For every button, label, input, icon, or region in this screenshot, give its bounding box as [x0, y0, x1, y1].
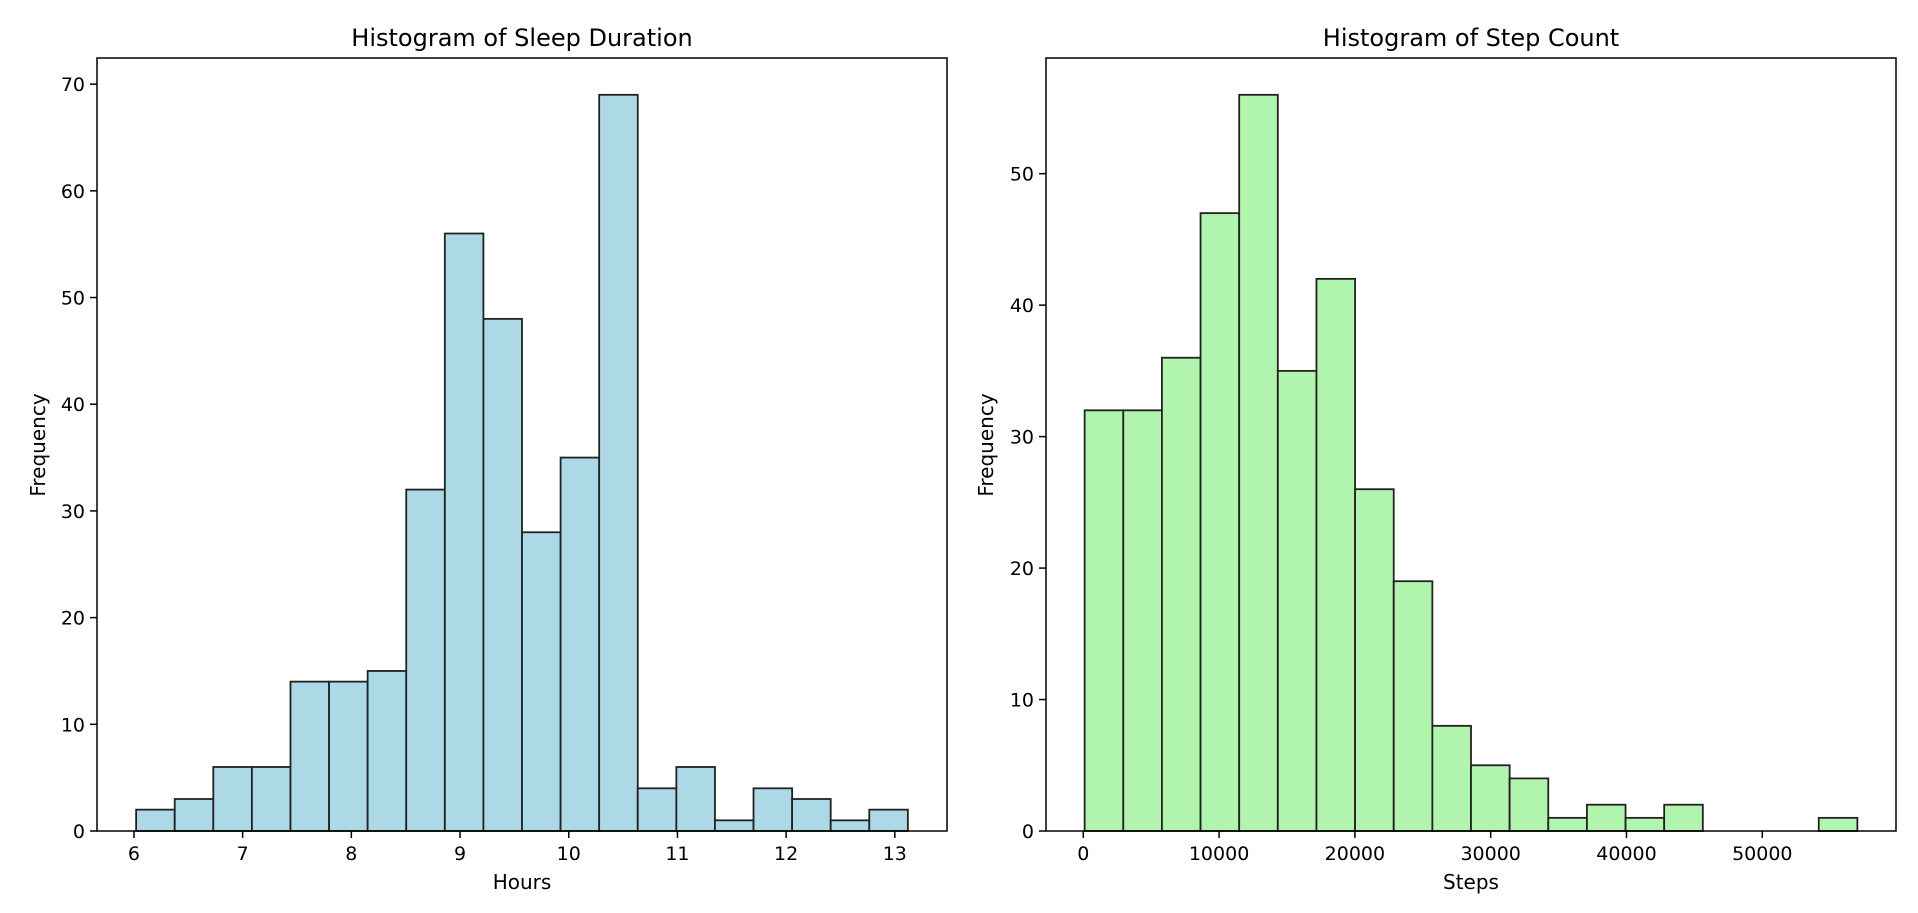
sleep-x-tick-label: 11 — [665, 843, 689, 865]
steps-chart: Histogram of Step Count 0 10000 20000 30000… — [974, 24, 1897, 894]
sleep-chart-title: Histogram of Sleep Duration — [351, 24, 692, 52]
steps-plot-frame — [1045, 57, 1897, 832]
sleep-bar — [405, 488, 446, 832]
sleep-y-tick-label: 40 — [61, 394, 85, 416]
sleep-bar — [135, 808, 176, 832]
sleep-y-tick-label: 10 — [61, 714, 85, 736]
steps-x-tick-label: 50000 — [1732, 843, 1792, 865]
steps-bar — [1508, 777, 1550, 832]
steps-bar — [1431, 724, 1472, 832]
steps-bar — [1354, 488, 1395, 832]
sleep-x-tick-label: 10 — [557, 843, 581, 865]
sleep-y-ticks: 0 10 20 30 40 50 60 70 — [61, 74, 97, 843]
steps-bar — [1238, 93, 1279, 832]
sleep-y-tick-label: 50 — [61, 288, 85, 310]
sleep-x-tick-label: 6 — [128, 843, 140, 865]
steps-bars — [1083, 93, 1859, 832]
steps-bar — [1586, 803, 1627, 832]
sleep-bar — [521, 531, 562, 832]
steps-y-tick-label: 10 — [1010, 690, 1034, 712]
steps-y-tick-label: 20 — [1010, 558, 1034, 580]
steps-bar — [1392, 580, 1434, 832]
steps-x-axis-label: Steps — [1443, 870, 1499, 894]
steps-bar — [1315, 277, 1356, 832]
sleep-bar — [636, 787, 678, 832]
sleep-y-tick-label: 0 — [73, 821, 85, 843]
sleep-x-tick-label: 12 — [774, 843, 798, 865]
sleep-bar — [598, 93, 639, 832]
sleep-y-tick-label: 30 — [61, 501, 85, 523]
sleep-bars — [135, 93, 909, 832]
sleep-bar — [752, 787, 794, 832]
steps-bar — [1122, 409, 1163, 832]
sleep-bar — [212, 766, 253, 832]
sleep-bar — [714, 819, 755, 832]
steps-x-ticks: 0 10000 20000 30000 40000 50000 — [1077, 831, 1793, 865]
steps-x-tick-label: 30000 — [1460, 843, 1520, 865]
sleep-bar — [328, 680, 369, 832]
steps-x-tick-label: 20000 — [1325, 843, 1385, 865]
steps-bar — [1161, 356, 1202, 832]
sleep-x-tick-label: 9 — [454, 843, 466, 865]
sleep-bar — [173, 798, 215, 832]
steps-bar — [1199, 212, 1241, 832]
steps-bar — [1470, 764, 1511, 832]
sleep-bar — [366, 670, 408, 832]
sleep-bar — [791, 798, 832, 832]
sleep-bar — [868, 808, 909, 832]
steps-x-tick-label: 0 — [1077, 843, 1089, 865]
steps-bar — [1276, 369, 1318, 832]
sleep-bar — [250, 766, 292, 832]
sleep-bar — [289, 680, 330, 832]
steps-y-tick-label: 0 — [1022, 821, 1034, 843]
sleep-y-tick-label: 60 — [61, 181, 85, 203]
steps-y-tick-label: 30 — [1010, 427, 1034, 449]
sleep-x-axis-label: Hours — [493, 870, 552, 894]
steps-x-tick-label: 10000 — [1189, 843, 1249, 865]
sleep-y-axis-label: Frequency — [26, 393, 50, 496]
steps-bar — [1624, 816, 1666, 832]
sleep-x-tick-label: 7 — [237, 843, 249, 865]
sleep-x-ticks: 6 7 8 9 10 11 12 13 — [128, 831, 907, 865]
steps-chart-title: Histogram of Step Count — [1323, 24, 1619, 52]
sleep-plot-frame — [96, 57, 948, 832]
sleep-y-tick-label: 20 — [61, 608, 85, 630]
sleep-y-tick-label: 70 — [61, 74, 85, 96]
sleep-x-tick-label: 8 — [345, 843, 357, 865]
steps-y-axis-label: Frequency — [974, 393, 998, 496]
sleep-x-tick-label: 13 — [883, 843, 907, 865]
sleep-bar — [829, 819, 871, 832]
steps-y-ticks: 0 10 20 30 40 50 — [1010, 164, 1046, 843]
sleep-bar — [675, 766, 716, 832]
sleep-bar — [559, 456, 601, 832]
steps-y-tick-label: 40 — [1010, 295, 1034, 317]
steps-bar — [1663, 803, 1704, 832]
sleep-bar — [443, 232, 485, 832]
steps-x-tick-label: 40000 — [1596, 843, 1656, 865]
steps-bar — [1547, 816, 1588, 832]
steps-bar — [1083, 409, 1125, 832]
steps-y-tick-label: 50 — [1010, 164, 1034, 186]
sleep-bar — [482, 317, 523, 832]
sleep-chart: Histogram of Sleep Duration 6 7 8 9 10 11 12 13… — [26, 24, 948, 894]
steps-bar — [1817, 816, 1859, 832]
